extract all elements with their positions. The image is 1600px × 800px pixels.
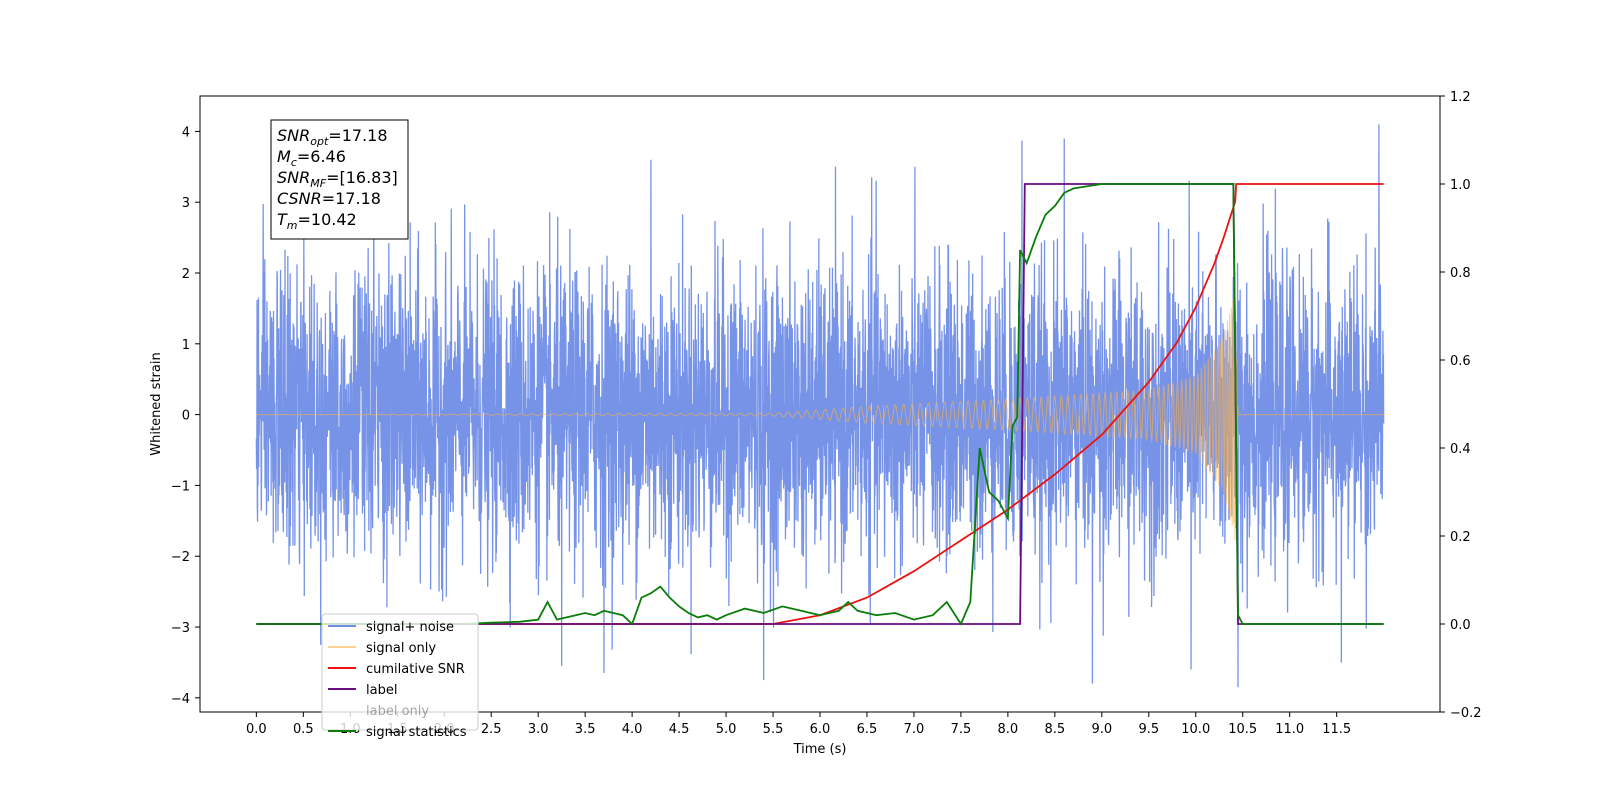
x-tick-label: 3.0 [528, 722, 549, 737]
x-tick-label: 0.5 [293, 722, 314, 737]
y-tick-label: 0 [182, 409, 190, 424]
y-tick-label: 1 [182, 338, 190, 353]
x-tick-label: 4.5 [669, 722, 690, 737]
x-tick-label: 5.5 [763, 722, 784, 737]
y-axis-label: Whitened strain [149, 352, 164, 455]
annotation-line: SNRopt=17.18 [277, 126, 388, 148]
series-signal-statistics [256, 183, 1384, 626]
x-tick-label: 10.0 [1181, 722, 1210, 737]
y-tick-label: 3 [182, 196, 190, 211]
y2-tick-label: 0.4 [1450, 442, 1471, 457]
annotation-frame [270, 119, 409, 240]
y-tick-label: 4 [182, 125, 190, 140]
x-tick-label: 10.5 [1228, 722, 1257, 737]
legend-entry: signal statistics [366, 725, 467, 740]
annotation-line: CSNR=17.18 [277, 189, 381, 208]
x-tick-label: 0.0 [246, 722, 267, 737]
legend-entry: signal only [366, 641, 436, 656]
x-tick-label: 9.5 [1138, 722, 1159, 737]
legend-entry: signal+ noise [366, 620, 454, 635]
x-tick-label: 2.5 [481, 722, 502, 737]
series-signal-noise [255, 124, 1385, 688]
y-tick-label: −4 [171, 692, 190, 707]
legend-entry: label only [366, 704, 429, 719]
y2-tick-label: 0.8 [1450, 266, 1471, 281]
series-signal-only [256, 292, 1384, 541]
y-tick-label: 2 [182, 267, 190, 282]
x-tick-label: 3.5 [575, 722, 596, 737]
annotation-line: Mc=6.46 [277, 147, 346, 169]
y-tick-label: −2 [171, 550, 190, 565]
legend-frame [321, 613, 479, 731]
y2-tick-label: 1.0 [1450, 178, 1471, 193]
series-cumilative-snr [256, 183, 1384, 625]
x-axis-label: Time (s) [793, 742, 847, 757]
x-tick-label: 8.5 [1045, 722, 1066, 737]
legend-entry: label [366, 683, 397, 698]
x-tick-label: 4.0 [622, 722, 643, 737]
y-tick-label: −1 [171, 479, 190, 494]
x-tick-label: 7.0 [904, 722, 925, 737]
y2-tick-label: 1.2 [1450, 90, 1471, 105]
y2-tick-label: 0.2 [1450, 530, 1471, 545]
annotation-line: Tm=10.42 [277, 210, 357, 232]
x-tick-label: 9.0 [1091, 722, 1112, 737]
y2-tick-label: −0.2 [1450, 706, 1482, 721]
x-tick-label: 5.0 [716, 722, 737, 737]
legend-entry: cumilative SNR [366, 662, 465, 677]
y2-tick-label: 0.0 [1450, 618, 1471, 633]
x-tick-label: 8.0 [998, 722, 1019, 737]
x-tick-label: 11.5 [1322, 722, 1351, 737]
x-tick-label: 7.5 [951, 722, 972, 737]
annotation-box: SNRopt=17.18Mc=6.46SNRMF=[16.83]CSNR=17.… [270, 119, 409, 240]
annotation-line: SNRMF=[16.83] [277, 168, 398, 190]
y-tick-label: −3 [171, 621, 190, 636]
x-tick-label: 11.0 [1275, 722, 1304, 737]
y2-tick-label: 0.6 [1450, 354, 1471, 369]
x-tick-label: 6.5 [857, 722, 878, 737]
x-tick-label: 6.0 [810, 722, 831, 737]
legend: signal+ noise signal only cumilative SNR la… [321, 613, 479, 740]
